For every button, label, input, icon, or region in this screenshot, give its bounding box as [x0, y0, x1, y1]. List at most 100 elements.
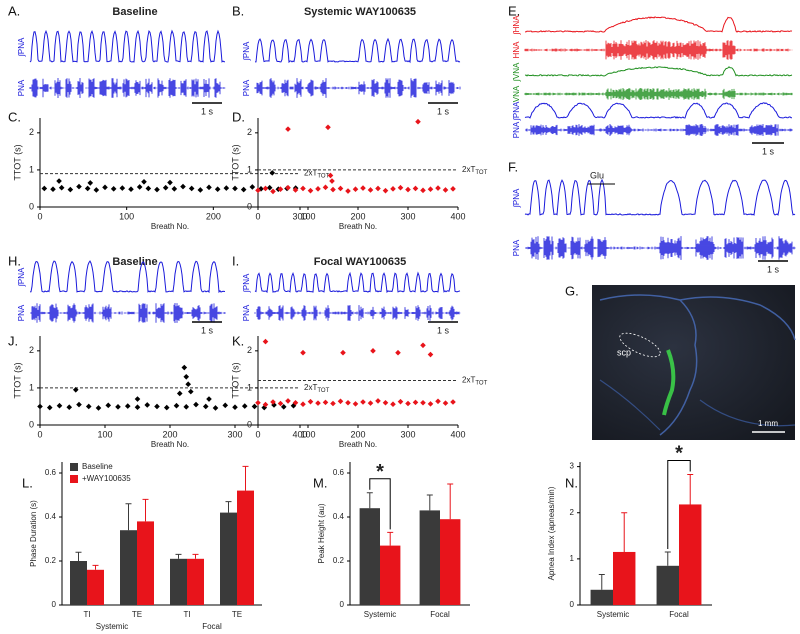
integrated-trace — [29, 29, 225, 63]
panel-title: Systemic WAY100635 — [304, 6, 416, 18]
y-tick-label: 1 — [570, 554, 575, 563]
raw-trace — [254, 78, 461, 98]
x-tick-label: 300 — [292, 211, 307, 221]
x-tick-label: 200 — [350, 429, 365, 439]
x-tick-label: 200 — [206, 211, 221, 221]
data-point — [85, 403, 92, 410]
y-tick-label: 0.6 — [333, 468, 345, 477]
x-tick-label: 100 — [300, 211, 315, 221]
data-point — [76, 183, 82, 190]
integrated-trace — [254, 271, 461, 294]
data-point — [222, 402, 229, 409]
error-bar — [447, 483, 454, 520]
y-tick-label: 0 — [29, 419, 34, 429]
error-bar — [125, 503, 132, 531]
raw-trace — [29, 78, 226, 98]
data-point — [285, 398, 291, 404]
bar — [380, 545, 401, 605]
data-point — [435, 398, 441, 405]
data-point — [382, 399, 389, 406]
data-point — [415, 118, 421, 125]
data-point — [360, 185, 366, 191]
x-axis-label: Breath No. — [339, 222, 377, 231]
data-point — [450, 399, 456, 405]
data-point — [119, 185, 126, 191]
panel-label: E. — [508, 3, 520, 18]
data-point — [340, 349, 346, 356]
scale-label: 1 s — [437, 106, 450, 116]
data-point — [277, 186, 284, 192]
bar — [120, 530, 137, 605]
data-point — [154, 403, 160, 410]
scale-label: 1 s — [201, 325, 214, 335]
data-point — [352, 186, 359, 192]
data-point — [337, 398, 344, 405]
data-point — [176, 390, 183, 397]
data-point — [270, 188, 276, 195]
channel-label: PNA — [17, 304, 26, 321]
data-point — [290, 402, 297, 409]
channel-label: PNA — [512, 121, 521, 138]
error-bar — [621, 512, 628, 552]
data-point — [300, 185, 306, 192]
data-point — [72, 386, 79, 393]
x-tick-label: 300 — [227, 429, 242, 439]
y-tick-label: 1 — [29, 382, 34, 392]
threshold-label-main: 2xT — [304, 383, 317, 392]
data-point — [144, 402, 151, 408]
x-tick-label: 0 — [37, 211, 42, 221]
panel-label: C. — [8, 109, 21, 124]
data-point — [322, 399, 329, 406]
y-tick-label: 0 — [340, 600, 345, 609]
data-point — [56, 402, 63, 409]
y-tick-label: 0.6 — [45, 468, 57, 477]
y-tick-label: 0 — [247, 201, 252, 211]
region-label: scp — [617, 347, 631, 357]
threshold-label-main: 2xT — [304, 169, 317, 178]
data-point — [255, 399, 261, 406]
legend-label: +WAY100635 — [82, 474, 131, 483]
data-point — [450, 186, 456, 192]
data-point — [255, 187, 261, 194]
panel-label: A. — [8, 3, 20, 18]
x-tick-label: 0 — [255, 211, 260, 221]
data-point — [370, 348, 376, 354]
x-tick-label: 100 — [300, 429, 315, 439]
data-point — [262, 338, 269, 345]
x-tick-label: 200 — [350, 211, 365, 221]
data-point — [360, 399, 366, 405]
x-axis-label: Breath No. — [151, 222, 189, 231]
panel-label: J. — [8, 333, 18, 348]
raw-trace — [524, 88, 793, 100]
channel-label: PNA — [242, 79, 251, 96]
channel-label: ∫VNA — [512, 62, 521, 82]
bar — [220, 512, 237, 605]
data-point — [420, 399, 426, 406]
y-axis-label: TTOT (s) — [230, 362, 240, 398]
data-point — [390, 186, 396, 192]
data-point — [206, 184, 212, 191]
data-point — [41, 185, 48, 192]
legend-swatch — [70, 475, 78, 483]
channel-label: VNA — [512, 85, 521, 102]
error-bar — [75, 551, 82, 561]
x-tick-label: 0 — [255, 429, 260, 439]
data-point — [188, 185, 195, 192]
data-point — [262, 401, 269, 408]
data-point — [173, 402, 180, 409]
y-axis-label: Phase Duration (s) — [29, 500, 38, 567]
data-point — [345, 399, 351, 406]
data-point — [315, 186, 321, 192]
channel-label: ∫HNA — [512, 15, 521, 36]
x-tick-label: 100 — [119, 211, 134, 221]
data-point — [427, 351, 434, 358]
error-bar — [142, 498, 149, 522]
scale-label: 1 s — [767, 264, 780, 274]
data-point — [95, 405, 102, 411]
group-label: Systemic — [96, 622, 128, 631]
data-point — [162, 184, 169, 191]
threshold-label: 2xTTOT — [462, 376, 488, 386]
data-point — [330, 186, 336, 193]
error-bar — [92, 564, 99, 570]
